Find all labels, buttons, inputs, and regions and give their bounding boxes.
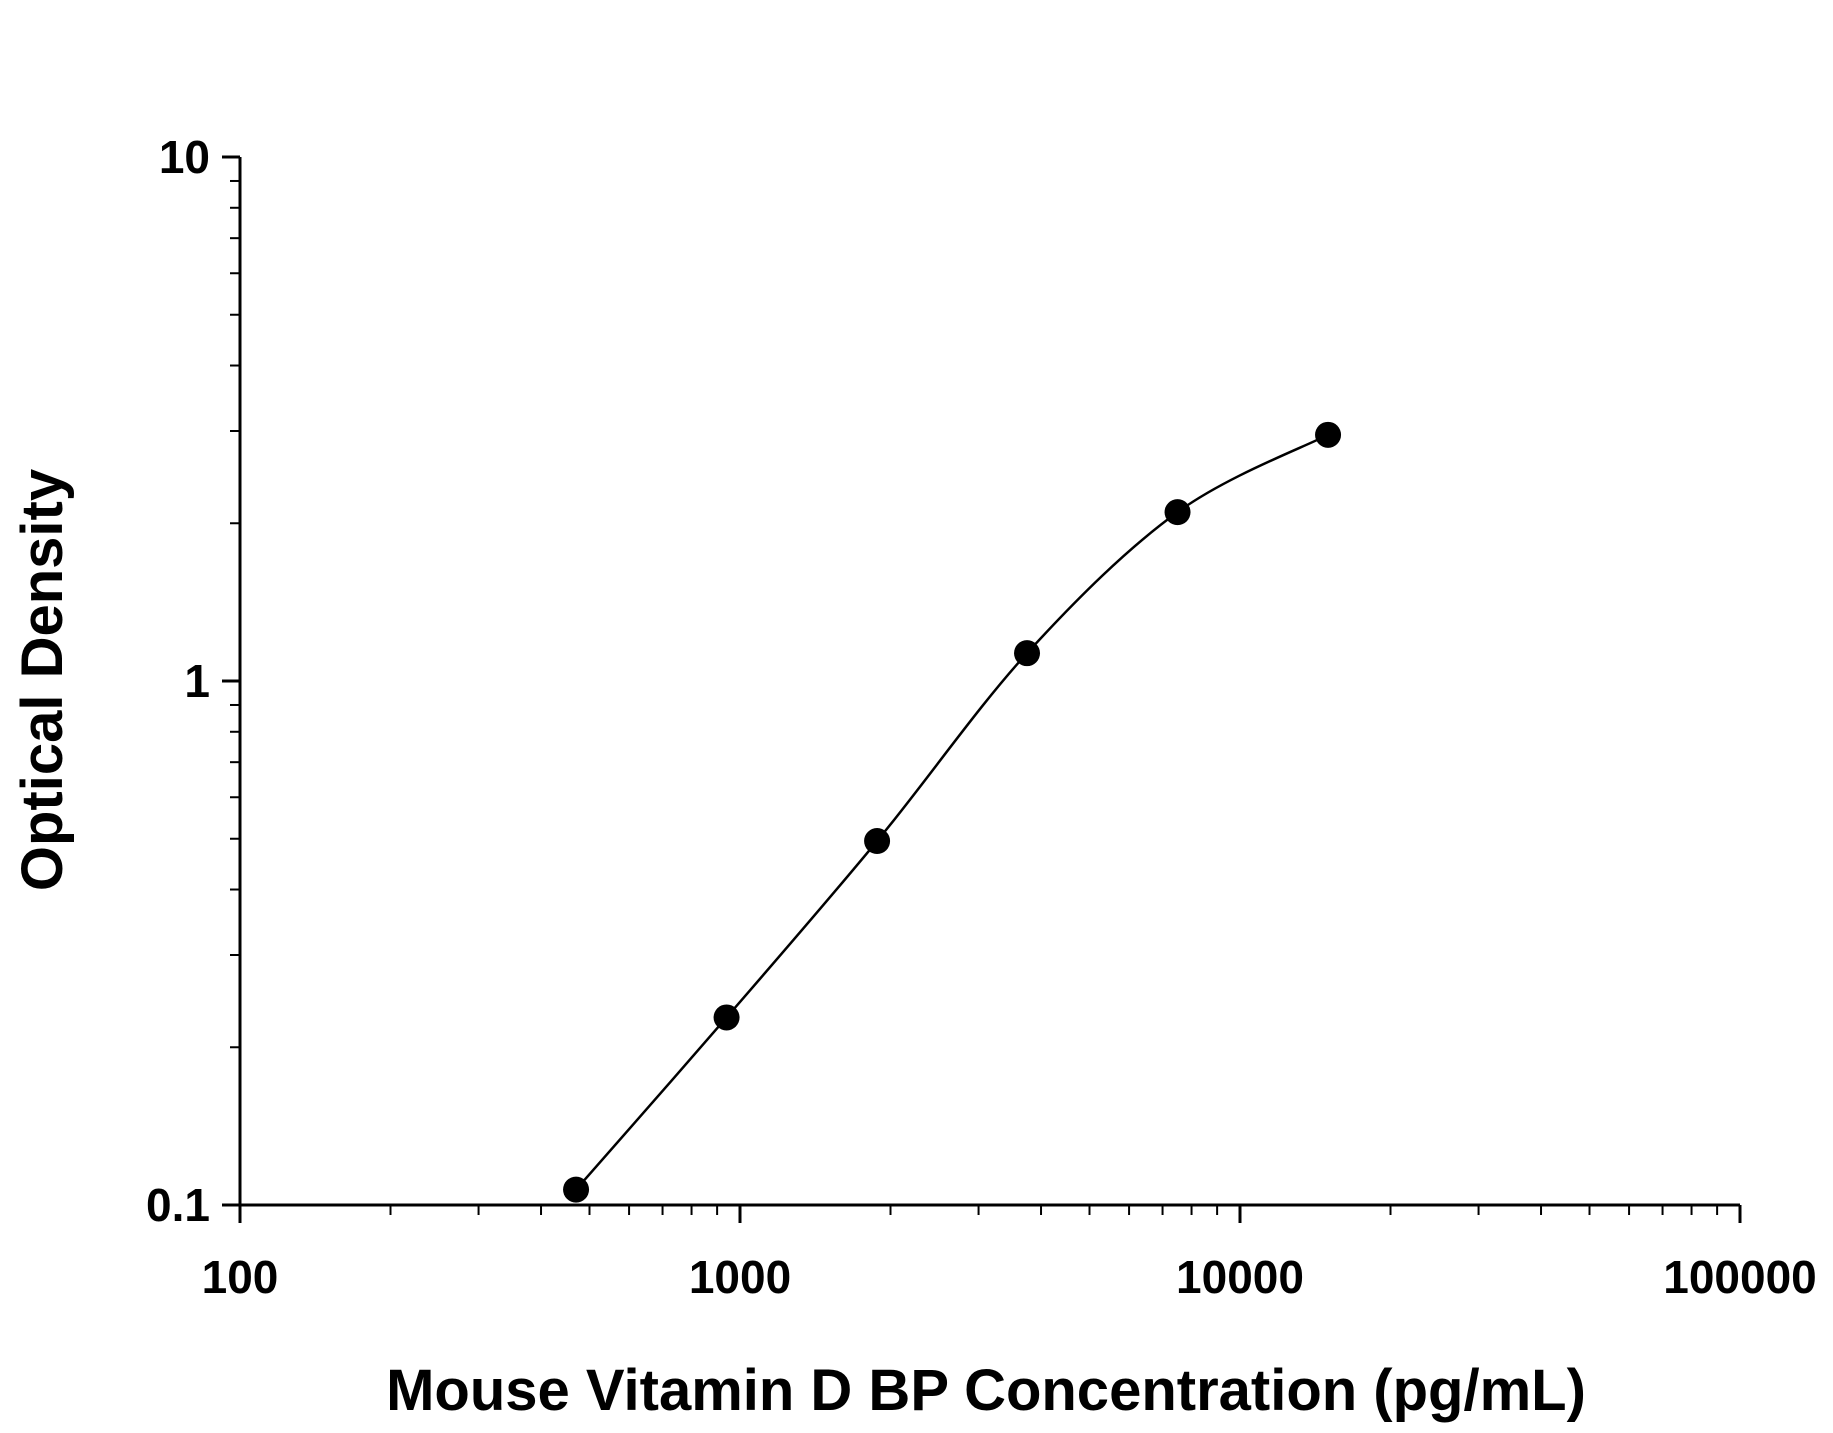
data-point xyxy=(1014,640,1041,667)
y-tick-label: 1 xyxy=(184,655,210,707)
data-point xyxy=(1164,499,1191,526)
x-tick-label: 100000 xyxy=(1663,1251,1817,1303)
x-tick-label: 100 xyxy=(202,1251,279,1303)
data-point xyxy=(1315,421,1342,448)
y-tick-label: 0.1 xyxy=(146,1179,210,1231)
data-point xyxy=(864,828,891,855)
x-axis-title: Mouse Vitamin D BP Concentration (pg/mL) xyxy=(386,1358,1586,1423)
data-point xyxy=(713,1004,740,1031)
fit-curve-layer xyxy=(575,433,1329,1191)
data-point xyxy=(563,1176,590,1203)
axes xyxy=(222,155,1742,1223)
tick-labels-layer: 100 1000 10000 100000 0.1 1 10 xyxy=(146,131,1817,1303)
y-tick-label: 10 xyxy=(159,131,210,183)
x-tick-label: 10000 xyxy=(1176,1251,1304,1303)
data-points-layer xyxy=(563,421,1342,1203)
x-tick-label: 1000 xyxy=(689,1251,791,1303)
fit-curve xyxy=(575,433,1329,1191)
y-axis-title: Optical Density xyxy=(10,469,75,891)
